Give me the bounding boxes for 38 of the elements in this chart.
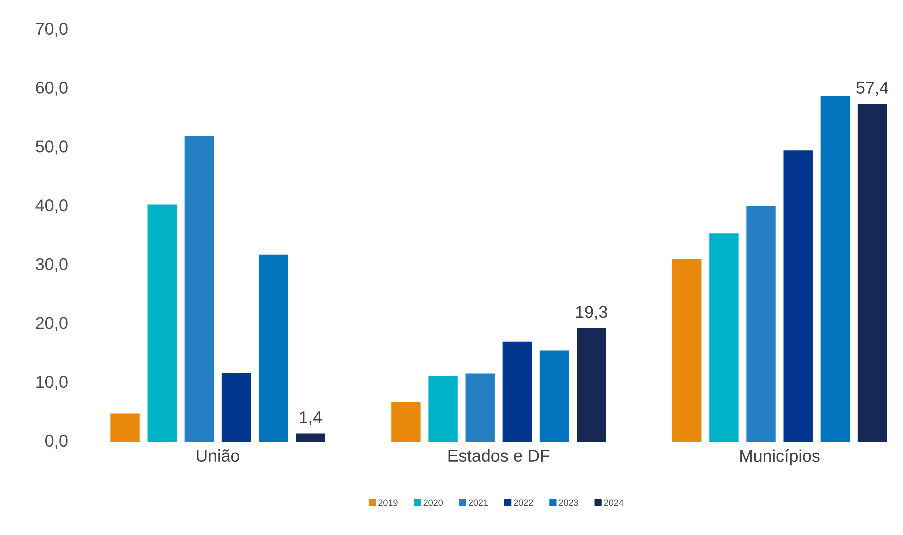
bar xyxy=(746,206,776,442)
legend-label: 2023 xyxy=(559,500,578,506)
legend-label: 2024 xyxy=(604,500,624,506)
legend-label: 2022 xyxy=(514,500,534,506)
y-tick-label: 0,0 xyxy=(46,434,68,450)
x-tick-label: Municípios xyxy=(740,450,820,466)
bar xyxy=(148,204,177,442)
bar xyxy=(858,104,888,442)
y-tick-label: 20,0 xyxy=(36,317,68,332)
legend-label: 2019 xyxy=(378,500,398,506)
x-tick-label: Estados e DF xyxy=(448,450,550,462)
bar xyxy=(672,258,702,442)
bar xyxy=(222,373,252,442)
bar xyxy=(296,434,326,442)
bar xyxy=(820,96,850,442)
legend-label: 2021 xyxy=(468,500,488,506)
bar xyxy=(466,374,495,442)
bar xyxy=(577,328,606,442)
data-label: 19,3 xyxy=(576,306,608,320)
bar xyxy=(502,342,532,442)
bar xyxy=(259,254,288,442)
x-tick-label: União xyxy=(197,450,240,462)
bar xyxy=(392,402,421,442)
y-tick-label: 10,0 xyxy=(36,376,68,390)
bar xyxy=(540,350,570,442)
y-tick-label: 30,0 xyxy=(36,258,68,272)
bar xyxy=(710,234,739,442)
y-tick-label: 40,0 xyxy=(36,200,68,214)
legend-label: 2020 xyxy=(424,500,444,506)
bar xyxy=(784,150,813,442)
data-label: 57,4 xyxy=(856,82,889,96)
y-tick-label: 70,0 xyxy=(36,22,68,38)
data-label: 1,4 xyxy=(300,412,322,426)
bar xyxy=(184,136,214,442)
y-tick-label: 60,0 xyxy=(36,82,68,96)
y-tick-label: 50,0 xyxy=(36,140,68,155)
bar xyxy=(110,414,140,442)
bar xyxy=(428,376,458,442)
